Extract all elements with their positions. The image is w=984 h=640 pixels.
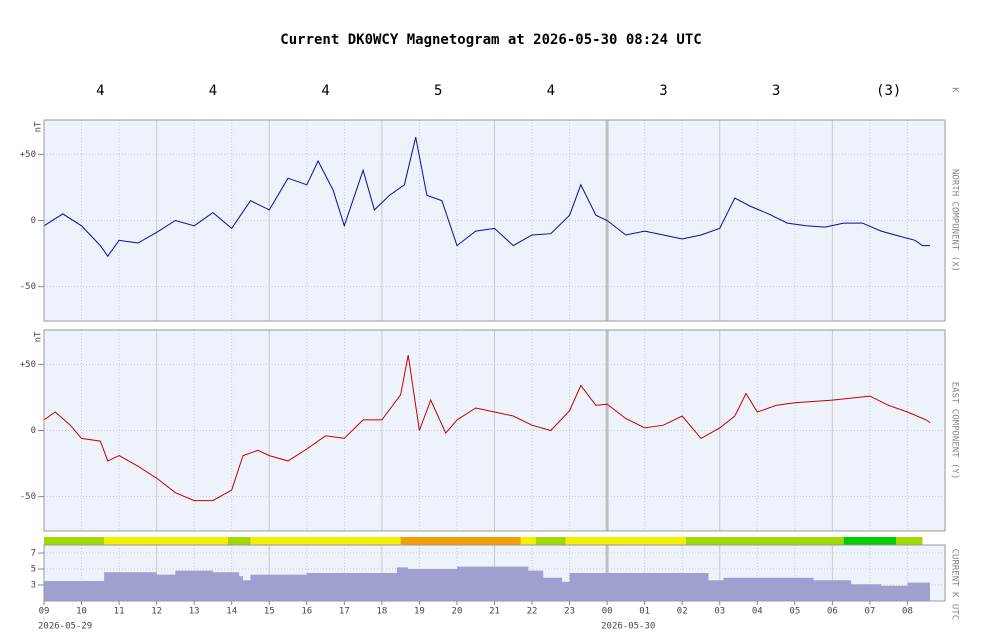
plot-frame: [43, 119, 946, 322]
k-index-label: 4: [321, 83, 329, 99]
k-index-label: 4: [209, 83, 217, 99]
k-band: [896, 537, 923, 545]
x-tick-label: 03: [714, 607, 725, 617]
x-tick-label: 23: [564, 607, 575, 617]
x-tick-label: 02: [677, 607, 688, 617]
k-band: [400, 537, 521, 545]
y-tick-label: -50: [20, 492, 36, 502]
x-tick-label: 19: [414, 607, 425, 617]
x-tick-label: 07: [864, 607, 875, 617]
x-tick-label: 09: [39, 607, 50, 617]
k-index-label: 5: [434, 83, 442, 99]
data-line: [43, 137, 930, 258]
y-tick-label: +50: [20, 150, 36, 160]
y-tick-label: 0: [31, 216, 36, 226]
x-axis-label: UTC: [950, 604, 960, 620]
x-tick-label: 11: [114, 607, 125, 617]
x-tick-label: 12: [151, 607, 162, 617]
side-label: CURRENT K: [950, 549, 960, 598]
k-axis-label: K: [950, 87, 960, 93]
y-tick-label: +50: [20, 360, 36, 370]
k-band: [520, 537, 536, 545]
side-label: NORTH COMPONENT (X): [950, 169, 960, 272]
k-index-label: 4: [547, 83, 555, 99]
x-tick-label: 17: [339, 607, 350, 617]
y-tick-label: 0: [31, 426, 36, 436]
x-tick-label: 06: [827, 607, 838, 617]
y-tick-label: 3: [31, 581, 36, 591]
x-tick-label: 14: [226, 607, 237, 617]
x-tick-label: 04: [752, 607, 763, 617]
x-tick-label: 21: [489, 607, 500, 617]
x-tick-label: 16: [301, 607, 312, 617]
date-label: 2026-05-29: [38, 622, 92, 632]
x-tick-label: 01: [639, 607, 650, 617]
k-band: [44, 537, 105, 545]
k-band: [843, 537, 897, 545]
chart-title: Current DK0WCY Magnetogram at 2026-05-30…: [280, 32, 701, 48]
x-tick-label: 18: [376, 607, 387, 617]
y-tick-label: 7: [31, 549, 36, 559]
x-tick-label: 08: [902, 607, 913, 617]
k-area: [44, 566, 930, 601]
k-index-label: 3: [772, 83, 780, 99]
unit-label: nT: [34, 331, 44, 342]
x-tick-label: 13: [189, 607, 200, 617]
x-tick-label: 22: [527, 607, 538, 617]
plot-frame: [43, 329, 946, 532]
y-tick-label: -50: [20, 282, 36, 292]
x-tick-label: 15: [264, 607, 275, 617]
unit-label: nT: [34, 121, 44, 132]
k-index-label: 3: [659, 83, 667, 99]
k-band: [227, 537, 251, 545]
k-index-label: 4: [96, 83, 104, 99]
k-band: [250, 537, 401, 545]
y-tick-label: 5: [31, 565, 36, 575]
k-band: [104, 537, 228, 545]
k-band: [535, 537, 566, 545]
date-label: 2026-05-30: [601, 622, 655, 632]
x-tick-label: 10: [76, 607, 87, 617]
side-label: EAST COMPONENT (Y): [950, 382, 960, 480]
x-tick-label: 05: [789, 607, 800, 617]
data-line: [43, 355, 931, 502]
k-index-label: (3): [876, 83, 901, 99]
k-band: [685, 537, 844, 545]
x-tick-label: 20: [452, 607, 463, 617]
x-tick-label: 00: [602, 607, 613, 617]
k-band: [565, 537, 686, 545]
